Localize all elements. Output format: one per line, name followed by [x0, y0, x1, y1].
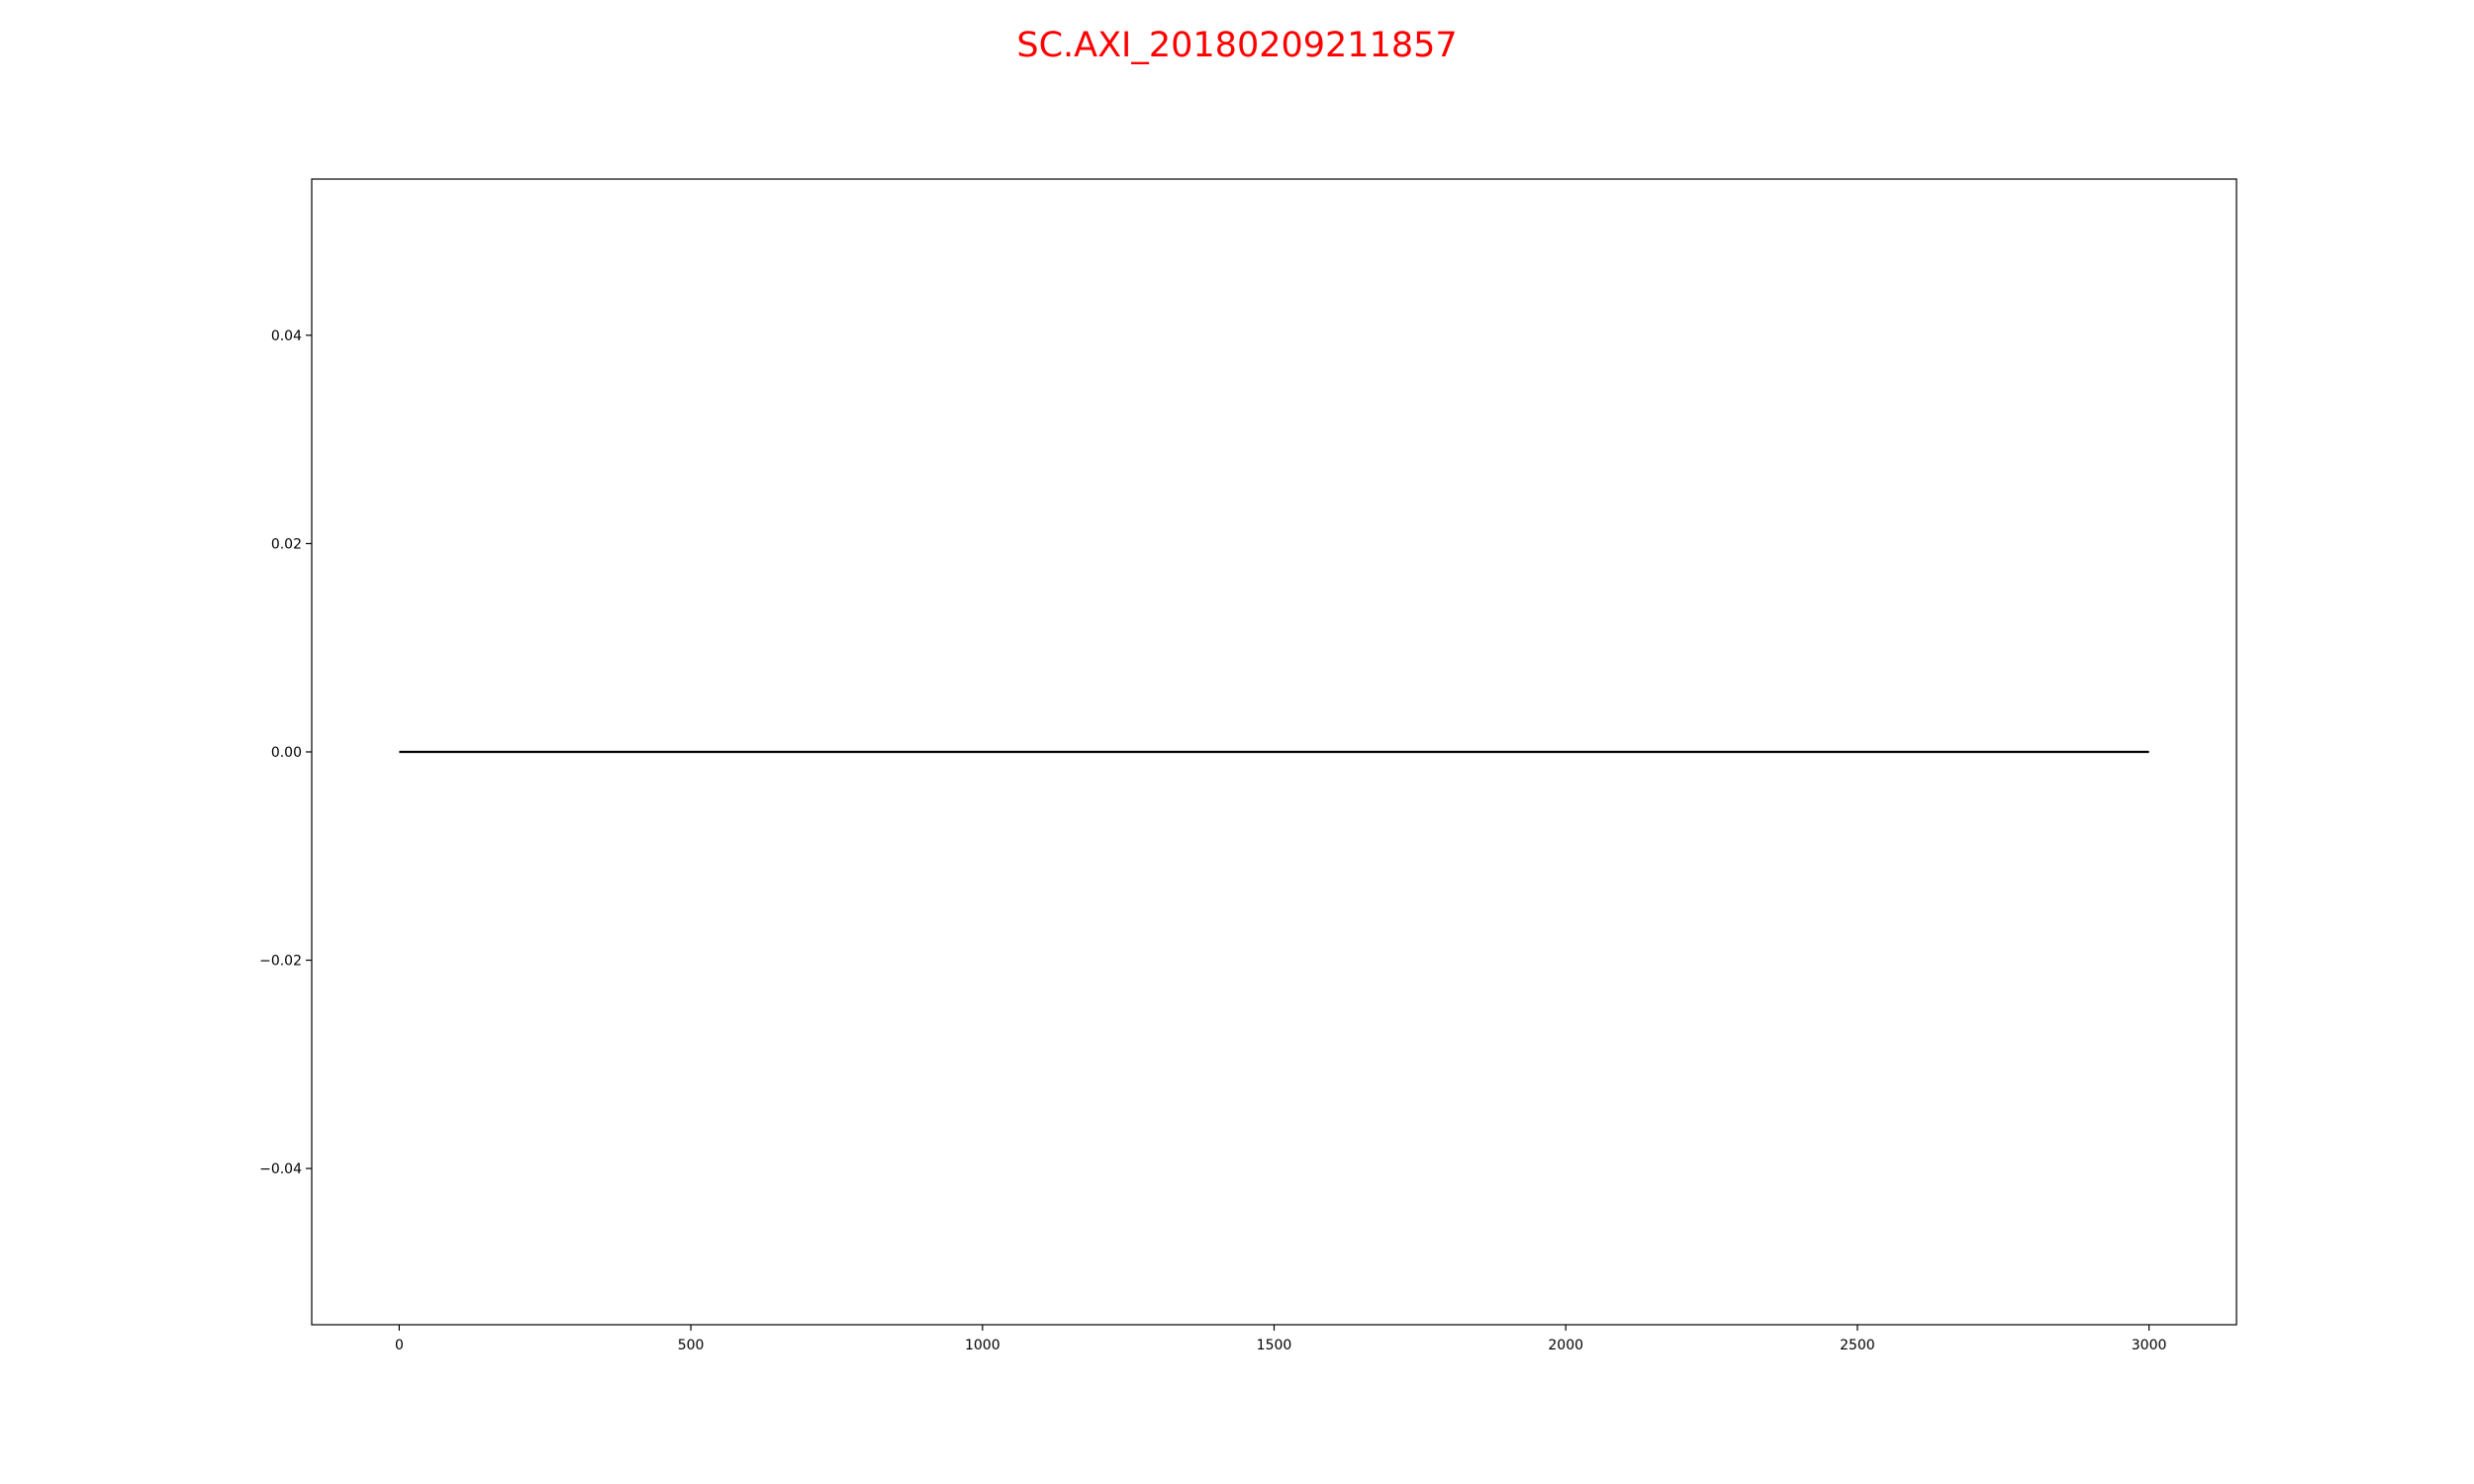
x-tick-label: 1000 [965, 1338, 1000, 1353]
x-tick-label: 1500 [1257, 1338, 1292, 1353]
y-axis: −0.04 −0.02 0.00 0.02 0.04 [259, 328, 312, 1177]
y-tick-label: 0.02 [271, 536, 302, 552]
y-tick-label: −0.04 [259, 1161, 302, 1177]
y-tick-label: −0.02 [259, 954, 302, 970]
chart-title: SC.AXI_20180209211857 [1016, 26, 1457, 65]
y-tick-label: 0.04 [271, 328, 302, 344]
x-tick-label: 3000 [2132, 1338, 2167, 1353]
x-tick-label: 2000 [1548, 1338, 1583, 1353]
x-axis: 0 500 1000 1500 2000 2500 3000 [395, 1325, 2166, 1353]
axes-frame [311, 178, 2237, 1326]
x-tick-label: 2500 [1840, 1338, 1875, 1353]
y-tick-label: 0.00 [271, 745, 302, 761]
x-tick-label: 0 [395, 1338, 404, 1353]
x-tick-label: 500 [678, 1338, 705, 1353]
